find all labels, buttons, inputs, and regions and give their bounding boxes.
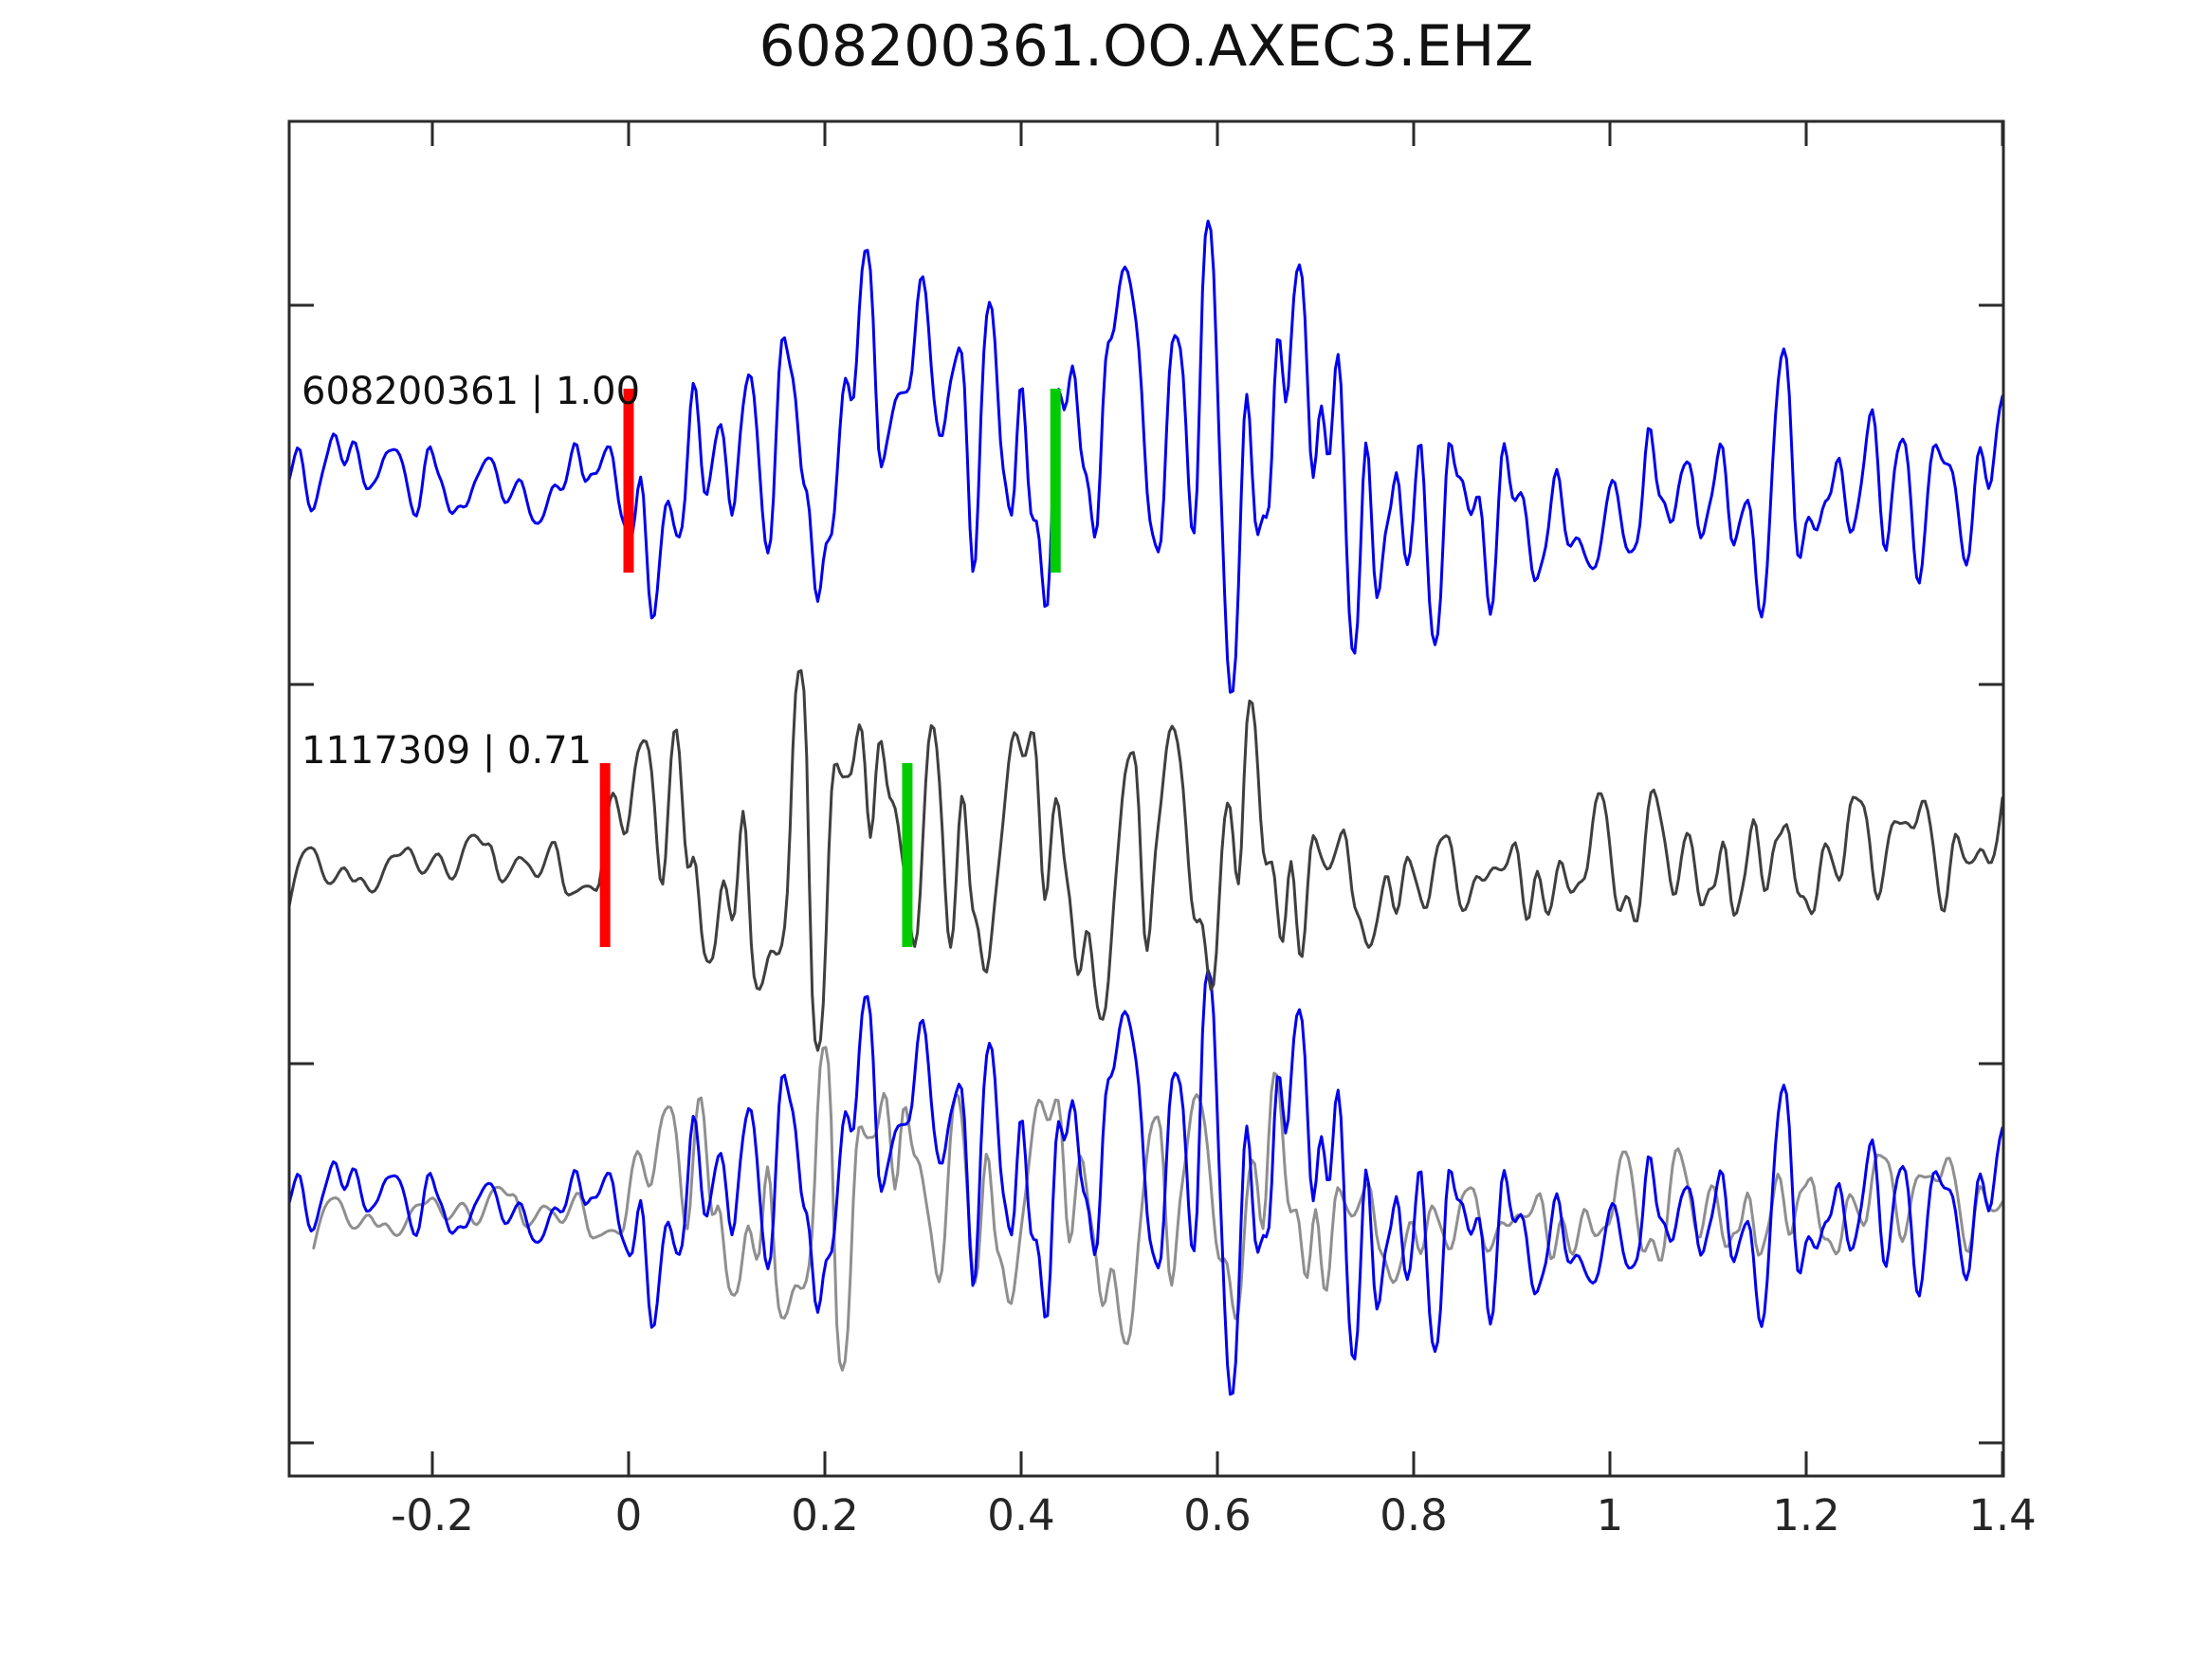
x-tick-label-1: 1 [1596,1490,1624,1540]
pick-green-marker-608200361 [1050,389,1061,573]
axes-frame [287,119,2005,1478]
pick-green-marker-1117309 [902,763,913,947]
x-tick-label-0.2: 0.2 [791,1490,859,1540]
trace1-id-correlation-label: 608200361 | 1.00 [302,370,641,413]
x-tick-label--0.2: -0.2 [391,1490,474,1540]
waveform-trace-overlay-template [289,968,2003,1396]
waveform-trace-overlay-matched-aligned [312,1046,2003,1372]
x-tick-label-1.2: 1.2 [1772,1490,1840,1540]
waveform-trace-1117309 [289,668,2003,1052]
x-tick-label-0.6: 0.6 [1183,1490,1252,1540]
x-tick-label-0.4: 0.4 [987,1490,1055,1540]
trace2-id-correlation-label: 1117309 | 0.71 [302,729,593,773]
x-tick-label-0: 0 [614,1490,643,1540]
waveform-trace-608200361 [289,219,2003,694]
page-title: 608200361.OO.AXEC3.EHZ [759,13,1534,80]
pick-red-marker-608200361 [623,389,634,573]
x-tick-label-1.4: 1.4 [1968,1490,2037,1540]
x-tick-label-0.8: 0.8 [1380,1490,1448,1540]
pick-red-marker-1117309 [599,763,611,947]
